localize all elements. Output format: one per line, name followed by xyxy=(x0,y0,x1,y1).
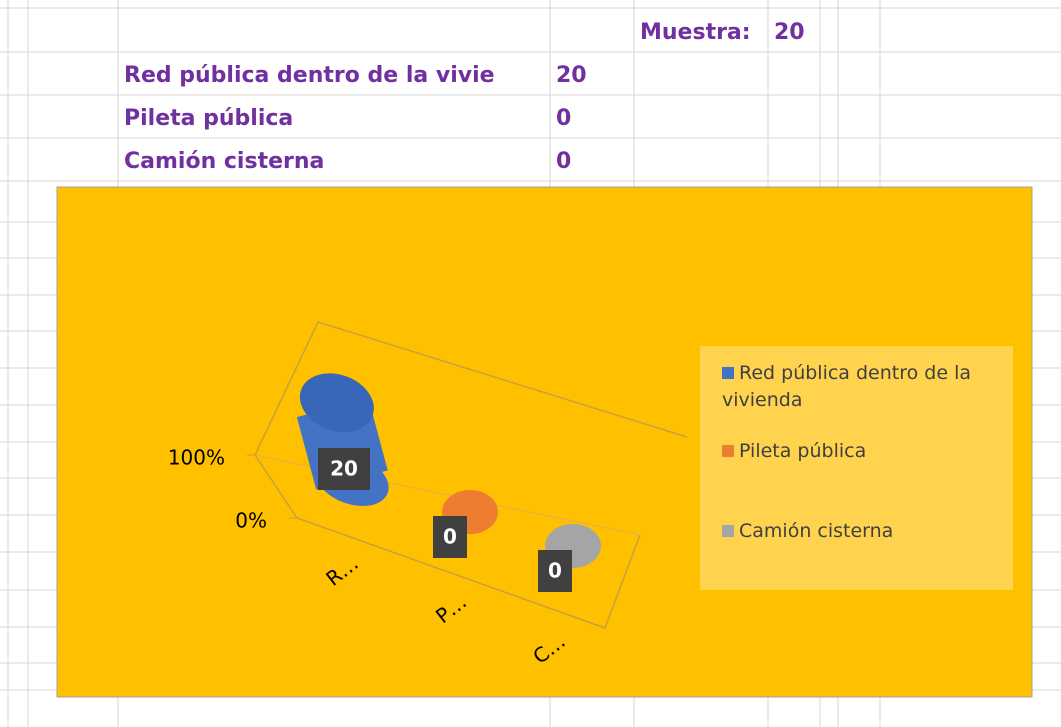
chart-area xyxy=(56,186,1033,698)
floor xyxy=(254,454,641,629)
data-label: 20 xyxy=(330,457,358,481)
bar-top xyxy=(299,373,374,433)
data-label-box xyxy=(318,448,370,490)
row-value: 0 xyxy=(556,149,572,174)
row-label: Red pública dentro de la vivie xyxy=(124,63,495,88)
legend: Red pública dentro de la vivienda Pileta … xyxy=(700,346,1013,590)
back-wall xyxy=(254,321,688,456)
y-tick-label: 0% xyxy=(235,509,267,533)
data-label: 0 xyxy=(443,525,457,549)
row-label: Pileta pública xyxy=(124,106,294,131)
y-tick-label: 100% xyxy=(168,446,225,470)
legend-label: Camión cisterna xyxy=(739,520,894,542)
data-label-box xyxy=(433,516,467,558)
legend-item: Camión cisterna xyxy=(722,518,1002,545)
row-value: 20 xyxy=(556,63,587,88)
legend-label: Pileta pública xyxy=(739,440,867,462)
legend-swatch xyxy=(722,367,734,379)
legend-item: Red pública dentro de la vivienda xyxy=(722,360,1002,414)
legend-label: Red pública dentro de la vivienda xyxy=(722,362,971,411)
legend-swatch xyxy=(722,525,734,537)
row-label: Camión cisterna xyxy=(124,149,325,174)
sample-label: Muestra: xyxy=(640,20,751,45)
data-label-box xyxy=(538,550,572,592)
data-label: 0 xyxy=(548,559,562,583)
legend-swatch xyxy=(722,445,734,457)
legend-item: Pileta pública xyxy=(722,438,1002,465)
row-value: 0 xyxy=(556,106,572,131)
sample-value: 20 xyxy=(774,20,805,45)
